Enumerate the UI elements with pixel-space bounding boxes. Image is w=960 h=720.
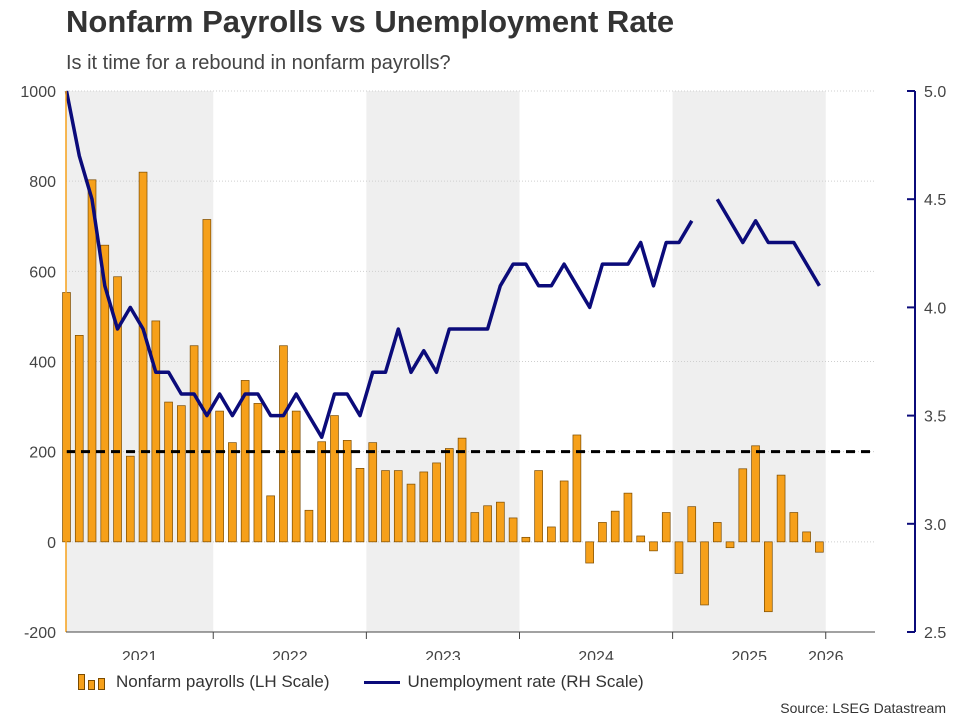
payroll-bar xyxy=(393,470,403,543)
payroll-bar xyxy=(253,403,263,543)
payroll-bar xyxy=(751,445,760,543)
right-tick-label: 4.0 xyxy=(924,300,946,317)
chart-subtitle: Is it time for a rebound in nonfarm payr… xyxy=(66,52,451,74)
axes xyxy=(65,90,916,639)
right-tick-label: 5.0 xyxy=(924,84,946,101)
left-tick-label: 400 xyxy=(29,355,56,372)
payroll-bar xyxy=(304,509,314,543)
payroll-bar xyxy=(815,541,824,553)
payroll-bar xyxy=(623,492,633,543)
payroll-bar xyxy=(776,474,786,543)
payroll-bar xyxy=(164,401,173,543)
payroll-bar xyxy=(610,510,620,543)
left-tick-label: 0 xyxy=(47,535,56,552)
chart-legend: Nonfarm payrolls (LH Scale) Unemployment… xyxy=(78,672,678,692)
payroll-bar xyxy=(470,512,480,543)
payroll-bar xyxy=(125,455,135,543)
payroll-bar xyxy=(177,405,186,543)
x-tick-label: 2021 xyxy=(122,649,158,660)
payroll-bar xyxy=(279,345,288,543)
legend-item-payrolls: Nonfarm payrolls (LH Scale) xyxy=(78,672,330,692)
payroll-bar xyxy=(240,380,250,543)
x-tick-label: 2025 xyxy=(731,649,767,660)
payroll-bar xyxy=(138,171,148,543)
left-tick-label: 600 xyxy=(29,264,56,281)
left-tick-label: 1000 xyxy=(20,84,56,101)
payroll-bar xyxy=(534,470,543,543)
payroll-bar xyxy=(789,512,799,543)
unemployment-line xyxy=(715,198,821,287)
payroll-bar xyxy=(674,541,684,574)
payroll-bar xyxy=(445,448,454,543)
payroll-bar xyxy=(649,541,658,552)
payroll-bar xyxy=(317,441,327,543)
payroll-bar xyxy=(368,442,378,543)
x-tick-label: 2026 xyxy=(808,649,844,660)
chart-plot: 1000 800 600 400 200 0 -200 5.0 4.5 4.0 3.5 3.0 2.5 2… xyxy=(20,84,946,660)
right-tick-label: 4.5 xyxy=(924,192,946,209)
payroll-bar xyxy=(419,471,429,543)
payroll-bar xyxy=(598,522,607,543)
payroll-bar xyxy=(725,541,735,549)
shaded-period xyxy=(672,91,826,632)
left-tick-label: 200 xyxy=(29,445,56,462)
payroll-bar xyxy=(406,483,416,543)
payroll-bar xyxy=(521,536,531,543)
payroll-bar xyxy=(764,541,773,613)
payroll-bar xyxy=(100,244,110,543)
payroll-bar xyxy=(355,467,365,543)
payroll-bar xyxy=(483,505,492,543)
payroll-bar xyxy=(189,345,199,543)
legend-label-unemployment: Unemployment rate (RH Scale) xyxy=(407,672,644,691)
payroll-bar xyxy=(215,410,224,543)
legend-label-payrolls: Nonfarm payrolls (LH Scale) xyxy=(116,672,330,691)
unemployment-line xyxy=(64,90,694,439)
tick-labels: 1000 800 600 400 200 0 -200 5.0 4.5 4.0 3.5 3.0 2.5 2… xyxy=(20,84,946,660)
payroll-bar xyxy=(74,335,84,543)
payroll-bar xyxy=(700,541,709,606)
line-swatch-icon xyxy=(363,680,400,684)
payroll-bar xyxy=(457,437,467,543)
left-tick-label: 800 xyxy=(29,174,56,191)
payroll-bar xyxy=(738,468,748,543)
payroll-bar xyxy=(636,535,646,543)
right-tick-label: 3.0 xyxy=(924,517,946,534)
payroll-bar xyxy=(559,480,569,543)
x-tick-label: 2022 xyxy=(272,649,308,660)
payroll-bar xyxy=(712,522,722,543)
payroll-bar xyxy=(585,541,594,564)
chart-title: Nonfarm Payrolls vs Unemployment Rate xyxy=(66,4,675,39)
payroll-bar xyxy=(496,501,505,543)
x-tick-label: 2023 xyxy=(425,649,461,660)
source-note: Source: LSEG Datastream xyxy=(780,700,946,716)
payroll-bar xyxy=(151,320,161,543)
payroll-bar xyxy=(291,410,301,543)
payroll-bar xyxy=(687,506,697,543)
x-tick-label: 2024 xyxy=(578,649,614,660)
payroll-bar xyxy=(547,526,556,543)
payroll-bar xyxy=(508,517,518,543)
payroll-bar xyxy=(87,179,97,543)
payroll-bar xyxy=(202,219,212,543)
payroll-bar xyxy=(661,512,671,543)
right-tick-label: 2.5 xyxy=(924,625,946,642)
payroll-bar xyxy=(381,470,390,543)
payroll-bar xyxy=(802,531,811,543)
shaded-period xyxy=(366,91,520,632)
legend-item-unemployment: Unemployment rate (RH Scale) xyxy=(363,672,644,692)
payroll-bar xyxy=(330,415,339,543)
right-tick-label: 3.5 xyxy=(924,409,946,426)
unemployment-line-group xyxy=(64,90,821,439)
bar-swatch-icon xyxy=(78,674,108,690)
payroll-bar xyxy=(228,442,237,543)
left-tick-label: -200 xyxy=(24,625,56,642)
payroll-bar xyxy=(266,495,275,543)
payroll-bar xyxy=(432,462,441,543)
payroll-bar xyxy=(572,434,582,543)
payroll-bar xyxy=(113,276,122,543)
payroll-bar xyxy=(342,440,352,543)
